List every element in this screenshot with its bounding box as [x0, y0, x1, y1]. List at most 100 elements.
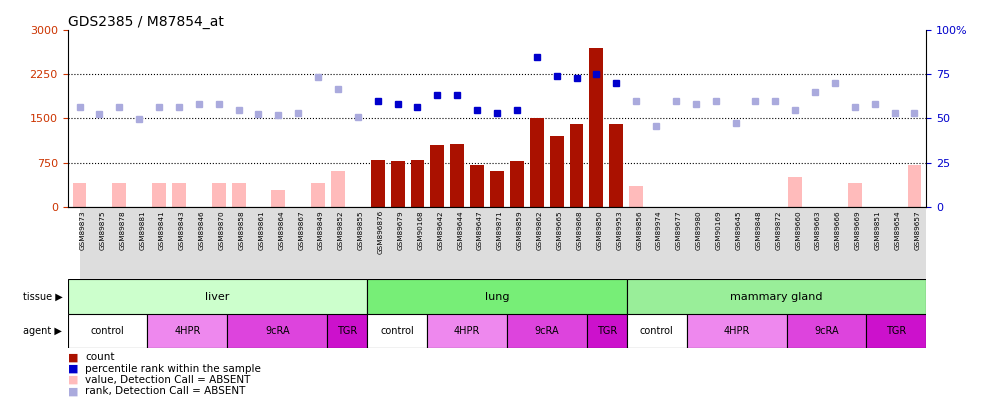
Text: GSM89861: GSM89861 — [258, 210, 264, 250]
Bar — [271, 190, 285, 207]
Text: GSM89878: GSM89878 — [119, 210, 125, 250]
Text: GSM89856: GSM89856 — [636, 210, 642, 250]
Text: ■: ■ — [68, 375, 79, 385]
Text: control: control — [381, 326, 414, 336]
Text: GSM89855: GSM89855 — [358, 210, 364, 250]
Text: GSM89657: GSM89657 — [914, 210, 920, 250]
Bar — [530, 119, 544, 207]
Text: mammary gland: mammary gland — [731, 292, 823, 302]
Text: GSM89647: GSM89647 — [477, 210, 483, 250]
Text: 4HPR: 4HPR — [724, 326, 749, 336]
Bar — [232, 183, 246, 207]
Bar — [627, 314, 687, 348]
Bar — [687, 314, 786, 348]
Bar — [367, 314, 427, 348]
Text: 4HPR: 4HPR — [174, 326, 201, 336]
Text: control: control — [90, 326, 124, 336]
Text: GSM89677: GSM89677 — [676, 210, 682, 250]
Text: GSM89953: GSM89953 — [616, 210, 622, 250]
Bar — [73, 183, 86, 207]
Text: GSM89660: GSM89660 — [795, 210, 801, 250]
Text: GSM89871: GSM89871 — [497, 210, 503, 250]
Bar — [629, 186, 643, 207]
Text: GSM89663: GSM89663 — [815, 210, 821, 250]
Text: GSM89843: GSM89843 — [179, 210, 185, 250]
Bar — [427, 314, 507, 348]
Bar — [627, 279, 926, 314]
Bar — [147, 314, 228, 348]
Bar — [371, 160, 385, 207]
Text: 9cRA: 9cRA — [265, 326, 289, 336]
Text: GSM89679: GSM89679 — [398, 210, 404, 250]
Text: GSM89669: GSM89669 — [855, 210, 861, 250]
Bar — [589, 48, 603, 207]
Text: GSM89870: GSM89870 — [219, 210, 225, 250]
Text: GSM89846: GSM89846 — [199, 210, 205, 250]
Bar — [327, 314, 367, 348]
Text: GSM89645: GSM89645 — [736, 210, 742, 250]
Bar — [550, 136, 564, 207]
Text: GSM89642: GSM89642 — [437, 210, 443, 250]
Text: GSM89848: GSM89848 — [755, 210, 761, 250]
Bar — [788, 177, 802, 207]
Text: GSM89851: GSM89851 — [875, 210, 881, 250]
Text: GSM89881: GSM89881 — [139, 210, 145, 250]
Text: ■: ■ — [68, 364, 79, 374]
Text: GSM89867: GSM89867 — [298, 210, 304, 250]
Bar — [311, 183, 325, 207]
Text: GSM89849: GSM89849 — [318, 210, 324, 250]
Bar — [609, 124, 623, 207]
Bar — [68, 314, 147, 348]
Text: lung: lung — [485, 292, 509, 302]
Text: GSM90168: GSM90168 — [417, 210, 423, 250]
Text: GSM89862: GSM89862 — [537, 210, 543, 250]
Text: TGR: TGR — [596, 326, 617, 336]
Text: GSM90169: GSM90169 — [716, 210, 722, 250]
Text: agent ▶: agent ▶ — [23, 326, 62, 336]
Text: GSM89850: GSM89850 — [596, 210, 602, 250]
Bar — [112, 183, 126, 207]
Text: count: count — [85, 352, 115, 362]
Text: GSM89654: GSM89654 — [895, 210, 901, 250]
Text: GSM89841: GSM89841 — [159, 210, 165, 250]
Text: GSM89858: GSM89858 — [239, 210, 245, 250]
Bar — [470, 166, 484, 207]
Text: GSM89868: GSM89868 — [577, 210, 582, 250]
Text: 9cRA: 9cRA — [814, 326, 839, 336]
Bar — [411, 160, 424, 207]
Text: ■: ■ — [68, 386, 79, 396]
Bar — [786, 314, 867, 348]
Bar — [450, 144, 464, 207]
Text: value, Detection Call = ABSENT: value, Detection Call = ABSENT — [85, 375, 250, 385]
Text: GSM89644: GSM89644 — [457, 210, 463, 250]
Bar — [867, 314, 926, 348]
Bar — [391, 161, 405, 207]
Bar — [212, 183, 226, 207]
Text: GSM89980: GSM89980 — [696, 210, 702, 250]
Bar — [430, 145, 444, 207]
Text: TGR: TGR — [887, 326, 907, 336]
Bar — [510, 161, 524, 207]
Text: TGR: TGR — [337, 326, 357, 336]
Text: GSM89859: GSM89859 — [517, 210, 523, 250]
Text: GSM89852: GSM89852 — [338, 210, 344, 250]
Text: GSM89665: GSM89665 — [557, 210, 563, 250]
Bar — [908, 166, 921, 207]
Text: tissue ▶: tissue ▶ — [23, 292, 63, 302]
Text: GSM89974: GSM89974 — [656, 210, 662, 250]
Bar — [490, 171, 504, 207]
Bar — [570, 124, 583, 207]
Text: GSM89666: GSM89666 — [835, 210, 841, 250]
Bar — [228, 314, 327, 348]
Text: 9cRA: 9cRA — [535, 326, 560, 336]
Bar — [848, 183, 862, 207]
Text: GSM89872: GSM89872 — [775, 210, 781, 250]
Text: GSM89873: GSM89873 — [80, 210, 85, 250]
Text: 4HPR: 4HPR — [454, 326, 480, 336]
Text: GDS2385 / M87854_at: GDS2385 / M87854_at — [68, 15, 224, 29]
Bar — [586, 314, 627, 348]
Text: ■: ■ — [68, 352, 79, 362]
Bar — [367, 279, 627, 314]
Text: rank, Detection Call = ABSENT: rank, Detection Call = ABSENT — [85, 386, 246, 396]
Bar — [68, 279, 367, 314]
